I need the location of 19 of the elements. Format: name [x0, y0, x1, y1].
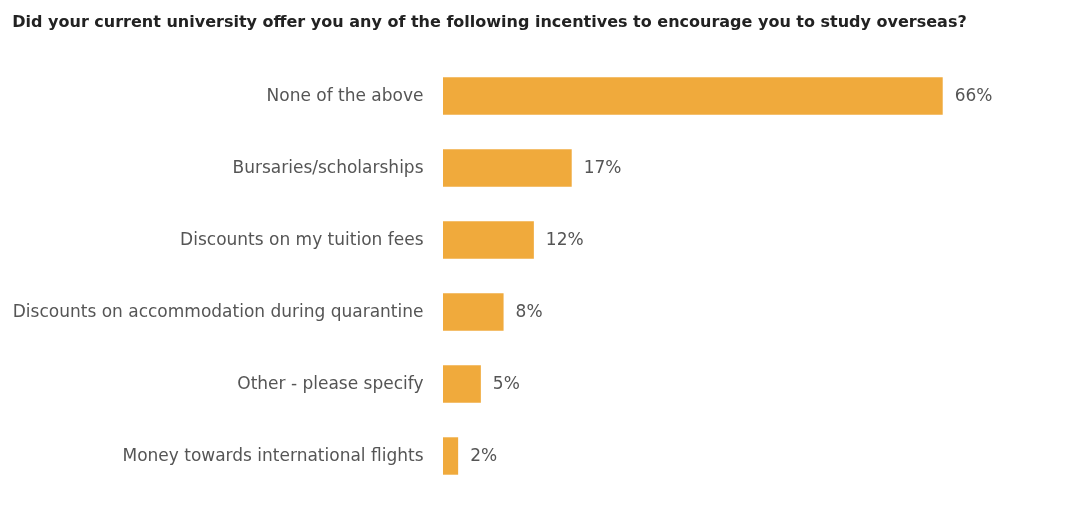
data-label: 66%	[954, 85, 993, 105]
bar	[443, 437, 459, 475]
bar	[443, 221, 534, 259]
y-tick-label: Money towards international flights	[122, 445, 424, 465]
data-label: 5%	[492, 373, 520, 393]
bar	[443, 149, 572, 187]
bar	[443, 77, 943, 115]
data-label: 17%	[583, 157, 622, 177]
y-tick-label: Discounts on my tuition fees	[180, 229, 424, 249]
bar	[443, 293, 504, 331]
data-label: 2%	[470, 445, 498, 465]
y-tick-label: Other - please specify	[237, 373, 424, 393]
data-label: 8%	[515, 301, 543, 321]
bar	[443, 365, 481, 403]
data-label: 12%	[545, 229, 584, 249]
y-tick-label: Bursaries/scholarships	[232, 157, 424, 177]
y-tick-label: Discounts on accommodation during quarantine	[12, 301, 424, 321]
chart-title: Did your current university offer you any of the following incentives to encourage you to study overseas?	[12, 12, 967, 31]
y-tick-label: None of the above	[266, 85, 424, 105]
